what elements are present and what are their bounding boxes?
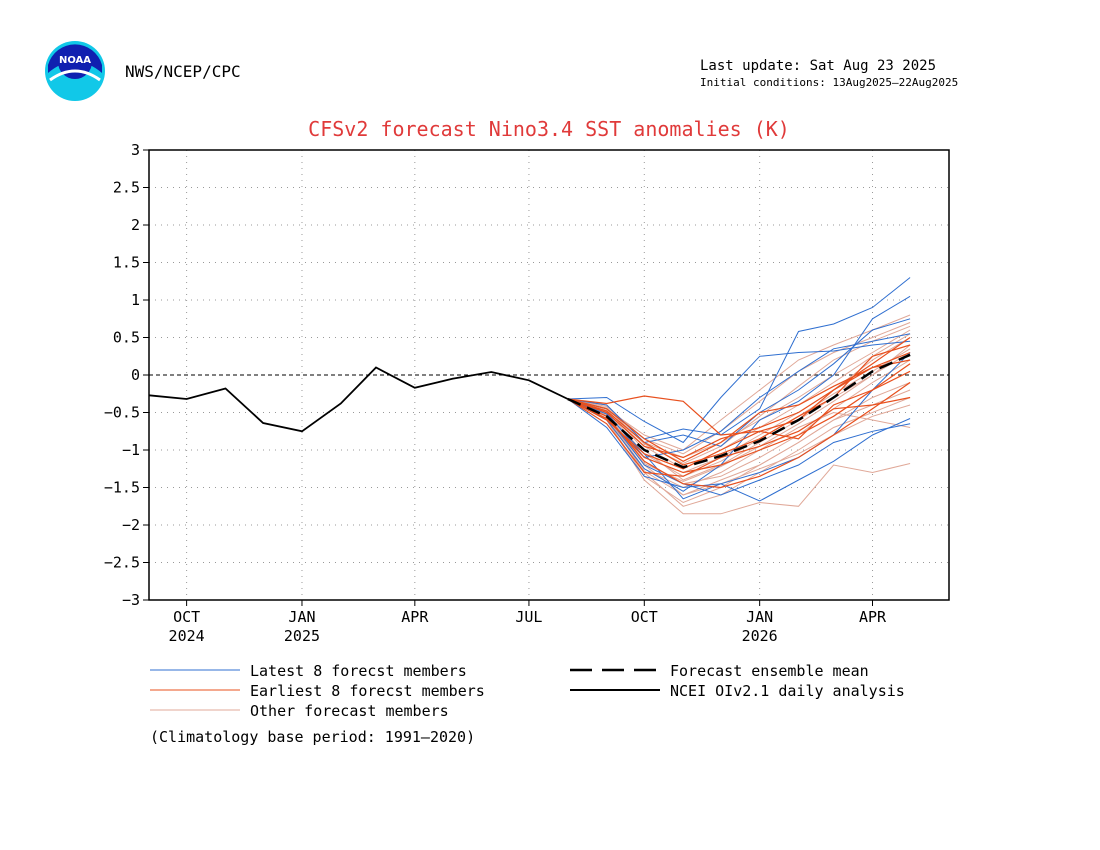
ensemble-mean-line [567,353,911,469]
x-tick-label: JAN [746,608,773,626]
grid [149,150,949,600]
x-tick-label: JAN [288,608,315,626]
legend-other-label: Other forecast members [250,702,449,720]
y-tick-label: −0.5 [104,404,140,422]
earliest-member-line [567,396,911,477]
other-members [567,314,911,515]
earliest-member-line [567,344,911,466]
latest-member-line [567,340,911,444]
legend-mean-label: Forecast ensemble mean [670,662,869,680]
other-member-line [567,314,911,451]
ensemble-mean [567,353,911,469]
other-member-line [567,333,911,470]
y-tick-label: 0.5 [113,329,140,347]
initial-conditions: Initial conditions: 13Aug2025–22Aug2025 [700,76,959,89]
legend-earliest-label: Earliest 8 forecst members [250,682,485,700]
y-tick-label: −1 [122,441,140,459]
climatology-note: (Climatology base period: 1991–2020) [150,728,475,746]
y-tick-label: −1.5 [104,479,140,497]
legend-analysis-label: NCEI OIv2.1 daily analysis [670,682,905,700]
analysis-line [148,366,569,433]
earliest-members [567,337,911,489]
earliest-member-line [567,351,911,470]
latest-member-line [567,352,911,489]
y-tick-label: 3 [131,141,140,159]
axes: 32.521.510.50−0.5−1−1.5−2−2.5−3OCT2024JA… [104,141,887,645]
x-tick-label: JUL [515,608,542,626]
analysis-series [148,366,569,433]
x-tick-label: APR [859,608,887,626]
x-tick-year-label: 2026 [742,627,778,645]
earliest-member-line [567,363,911,474]
y-tick-label: 2.5 [113,179,140,197]
last-update: Last update: Sat Aug 23 2025 [700,58,937,74]
x-tick-year-label: 2024 [169,627,205,645]
latest-member-line [567,398,911,496]
chart-title: CFSv2 forecast Nino3.4 SST anomalies (K) [308,117,790,141]
noaa-logo: NOAA [44,40,106,102]
legend: Latest 8 forecst members Earliest 8 fore… [150,662,905,746]
x-tick-label: OCT [631,608,658,626]
y-tick-label: −2.5 [104,554,140,572]
y-tick-label: 1 [131,291,140,309]
x-tick-label: APR [401,608,429,626]
legend-latest-label: Latest 8 forecst members [250,662,467,680]
y-tick-label: −3 [122,591,140,609]
other-member-line [567,398,911,515]
svg-text:NOAA: NOAA [59,55,91,66]
other-member-line [567,398,911,489]
y-tick-label: 2 [131,216,140,234]
x-tick-year-label: 2025 [284,627,320,645]
y-tick-label: −2 [122,516,140,534]
y-tick-label: 1.5 [113,254,140,272]
y-tick-label: 0 [131,366,140,384]
latest-member-line [567,333,911,459]
latest-member-line [567,277,911,440]
x-tick-label: OCT [173,608,200,626]
agency-label: NWS/NCEP/CPC [125,62,241,81]
